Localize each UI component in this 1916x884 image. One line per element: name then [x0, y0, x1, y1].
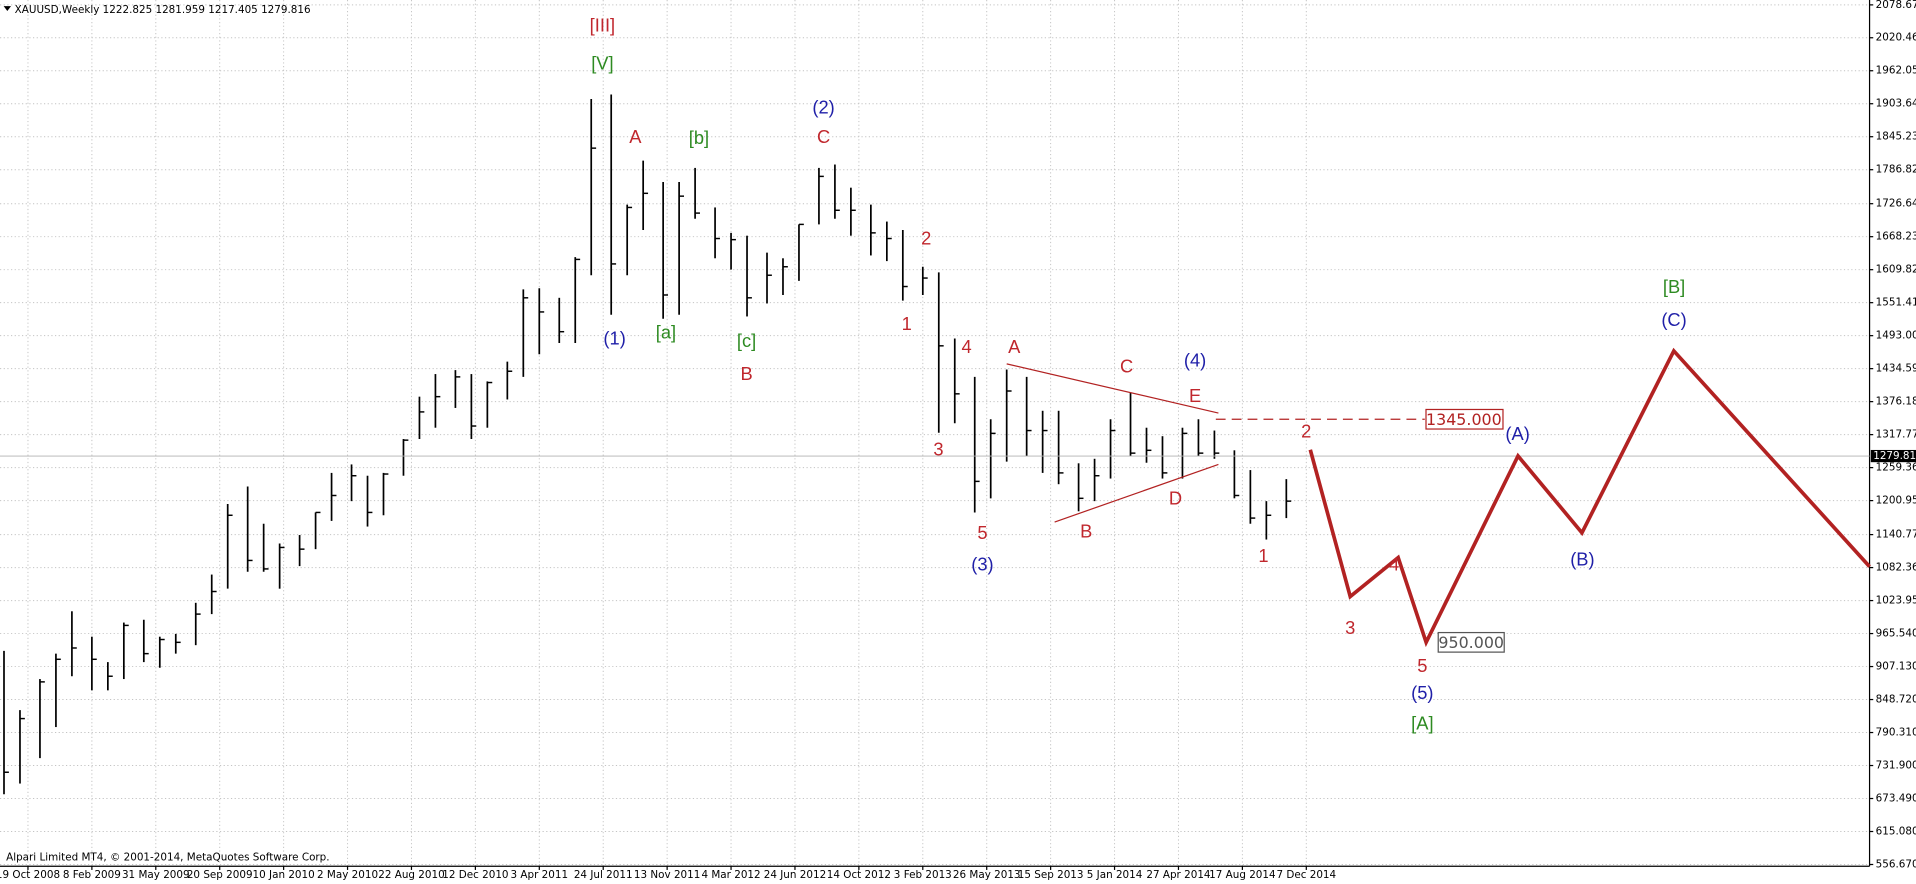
level-box: [1425, 408, 1504, 430]
wave-label: (1): [603, 328, 625, 349]
wave-label: 3: [933, 439, 943, 460]
y-tick-label: 1140.770: [1876, 529, 1916, 541]
y-tick-label: 1023.950: [1876, 595, 1916, 607]
x-tick-label: 22 Aug 2010: [378, 869, 444, 881]
y-tick-label: 790.310: [1876, 727, 1916, 739]
y-tick-label: 907.130: [1876, 661, 1916, 673]
y-tick-label: 1903.640: [1876, 98, 1916, 110]
x-tick-label: 10 Jan 2010: [253, 869, 315, 881]
wave-label: E: [1189, 385, 1201, 406]
projection-path: [1308, 347, 1871, 648]
wave-label: [B]: [1663, 276, 1685, 297]
x-tick-label: 31 May 2009: [122, 869, 190, 881]
y-tick-label: 1434.590: [1876, 363, 1916, 375]
y-tick-label: 1200.950: [1876, 495, 1916, 507]
x-tick-label: 7 Dec 2014: [1276, 869, 1336, 881]
wave-label: [III]: [590, 15, 615, 36]
wave-label: (5): [1411, 682, 1433, 703]
x-tick-label: 19 Oct 2008: [0, 869, 60, 881]
x-tick-label: 5 Jan 2014: [1087, 869, 1143, 881]
x-tick-label: 26 May 2013: [953, 869, 1021, 881]
y-tick-label: 1082.360: [1876, 562, 1916, 574]
wave-label: [A]: [1411, 712, 1433, 733]
wave-label: A: [629, 126, 642, 147]
x-tick-label: 13 Nov 2011: [634, 869, 700, 881]
level-label: 950.000: [1438, 633, 1504, 652]
x-tick-label: 24 Jul 2011: [574, 869, 633, 881]
wave-label: [V]: [591, 53, 613, 74]
wave-label: [c]: [737, 330, 756, 351]
wave-label: (2): [812, 97, 834, 118]
x-tick-label: 24 Jun 2012: [764, 869, 826, 881]
copyright: Alpari Limited MT4, © 2001-2014, MetaQuo…: [6, 852, 329, 864]
wave-label: 5: [977, 522, 987, 543]
y-tick-label: 1317.770: [1876, 429, 1916, 441]
wave-label: 3: [1345, 617, 1355, 638]
y-tick-label: 2078.670: [1876, 0, 1916, 11]
x-tick-label: 27 Apr 2014: [1146, 869, 1211, 881]
x-tick-label: 3 Feb 2013: [894, 869, 952, 881]
current-price-label: 1279.816: [1873, 450, 1916, 462]
y-tick-label: 1551.410: [1876, 297, 1916, 309]
wave-label: C: [817, 126, 830, 147]
wave-label: C: [1120, 356, 1133, 377]
wave-label: (B): [1570, 549, 1594, 570]
wave-label: B: [740, 363, 752, 384]
triangle-upper: [1006, 363, 1219, 414]
wave-label: (A): [1505, 423, 1529, 444]
plot: [3, 94, 1292, 795]
x-tick-label: 4 Mar 2012: [701, 869, 760, 881]
y-tick-label: 556.670: [1876, 858, 1916, 870]
grid: [0, 0, 1870, 867]
y-tick-label: 848.720: [1876, 694, 1916, 706]
x-tick-label: 12 Dec 2010: [442, 869, 508, 881]
x-tick-label: 2 May 2010: [317, 869, 378, 881]
y-tick-label: 1786.820: [1876, 164, 1916, 176]
x-tick-label: 17 Aug 2014: [1209, 869, 1276, 881]
wave-label: [a]: [656, 321, 676, 342]
y-tick-label: 615.080: [1876, 826, 1916, 838]
y-tick-label: 1962.050: [1876, 65, 1916, 77]
y-tick-label: 1493.000: [1876, 330, 1916, 342]
y-tick-label: 731.900: [1876, 760, 1916, 772]
wave-label: 2: [1301, 420, 1311, 441]
y-tick-label: 1376.180: [1876, 396, 1916, 408]
wave-label: D: [1169, 488, 1182, 509]
y-tick-label: 1726.640: [1876, 198, 1916, 210]
menu-triangle[interactable]: [3, 6, 11, 11]
current-price-box: [1870, 449, 1916, 463]
wave-label: (4): [1184, 350, 1206, 371]
symbol-header: XAUUSD,Weekly 1222.825 1281.959 1217.405…: [15, 4, 311, 16]
level-box: [1437, 631, 1505, 653]
wave-label: 1: [1258, 545, 1268, 566]
wave-label: 5: [1417, 655, 1427, 676]
y-tick-label: 673.490: [1876, 793, 1916, 805]
wave-label: B: [1080, 521, 1092, 542]
wave-label: [b]: [689, 127, 709, 148]
y-tick-label: 1259.360: [1876, 462, 1916, 474]
level-label: 1345.000: [1426, 410, 1502, 429]
x-tick-label: 3 Apr 2011: [511, 869, 569, 881]
y-tick-label: 1609.820: [1876, 264, 1916, 276]
wave-label: 4: [1389, 554, 1399, 575]
x-tick-label: 14 Oct 2012: [827, 869, 891, 881]
x-tick-label: 15 Sep 2013: [1018, 869, 1084, 881]
x-tick-label: 20 Sep 2009: [187, 869, 253, 881]
x-tick-label: 8 Feb 2009: [63, 869, 121, 881]
wave-label: A: [1008, 336, 1021, 357]
wave-label: (3): [971, 554, 993, 575]
y-tick-label: 1845.230: [1876, 131, 1916, 143]
wave-label: 2: [921, 227, 931, 248]
y-tick-label: 2020.460: [1876, 32, 1916, 44]
wave-label: 4: [961, 336, 971, 357]
wave-label: 1: [902, 313, 912, 334]
wave-label: (C): [1661, 309, 1686, 330]
triangle-lower: [1054, 463, 1219, 523]
y-tick-label: 1668.230: [1876, 231, 1916, 243]
y-tick-label: 965.540: [1876, 628, 1916, 640]
